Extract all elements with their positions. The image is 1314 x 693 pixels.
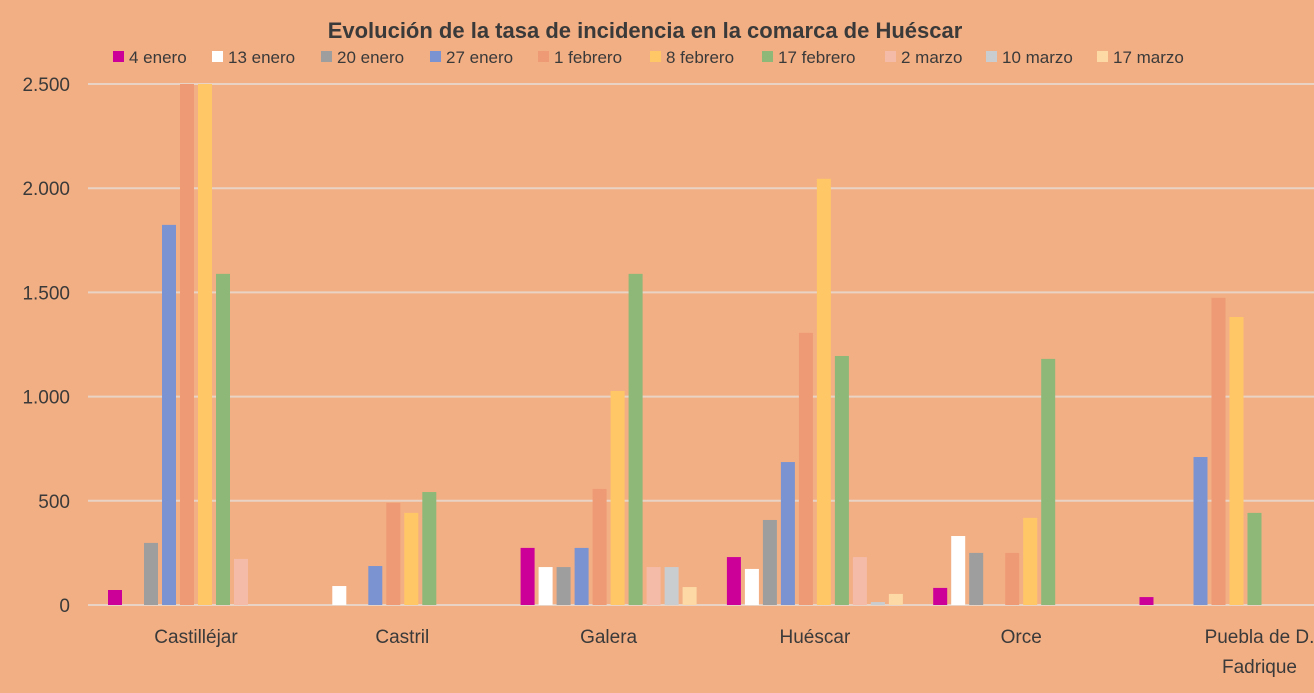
- legend-label: 10 marzo: [1002, 48, 1073, 67]
- legend-label: 27 enero: [446, 48, 513, 67]
- chart-title: Evolución de la tasa de incidencia en la…: [328, 18, 963, 43]
- legend-label: 20 enero: [337, 48, 404, 67]
- legend-swatch: [650, 51, 661, 62]
- bar-4-enero-4: [933, 587, 948, 605]
- bar-20-enero-4: [969, 552, 984, 605]
- bar-8-febrero-3: [816, 178, 831, 605]
- bar-13-enero-2: [538, 567, 553, 605]
- legend-label: 4 enero: [129, 48, 187, 67]
- bar-2-marzo-3: [852, 557, 867, 605]
- bar-27-enero-1: [368, 566, 383, 605]
- x-tick-label: Huéscar: [780, 627, 851, 648]
- legend-swatch: [538, 51, 549, 62]
- bar-10-marzo-2: [664, 567, 679, 605]
- bar-1-febrero-0: [180, 84, 194, 605]
- bar-1-febrero-5: [1211, 297, 1226, 605]
- legend-label: 17 febrero: [778, 48, 856, 67]
- bar-17-marzo-2: [682, 587, 697, 605]
- bar-17-febrero-3: [834, 355, 849, 605]
- legend-swatch: [1097, 51, 1108, 62]
- x-tick-label: Puebla de D.: [1205, 627, 1314, 648]
- bar-17-febrero-2: [628, 273, 643, 605]
- bar-8-febrero-2: [610, 390, 625, 605]
- bar-20-enero-0: [144, 542, 158, 605]
- x-tick-label: Fadrique: [1222, 657, 1297, 678]
- y-tick-label: 500: [38, 492, 70, 513]
- bar-13-enero-1: [332, 586, 347, 605]
- legend-label: 17 marzo: [1113, 48, 1184, 67]
- bar-4-enero-5: [1139, 597, 1154, 605]
- bar-17-febrero-5: [1247, 512, 1262, 605]
- x-tick-label: Orce: [1001, 627, 1042, 648]
- bar-27-enero-5: [1193, 457, 1208, 605]
- bar-8-febrero-4: [1023, 517, 1038, 605]
- bars: [108, 84, 1262, 605]
- y-tick-label: 1.500: [22, 283, 70, 304]
- bar-1-febrero-3: [798, 332, 813, 605]
- y-tick-label: 2.500: [22, 75, 70, 96]
- legend-label: 2 marzo: [901, 48, 962, 67]
- legend-swatch: [212, 51, 223, 62]
- bar-2-marzo-2: [646, 567, 661, 605]
- legend-label: 1 febrero: [554, 48, 622, 67]
- legend: 4 enero 13 enero 20 enero 27 enero 1 febrero…: [113, 48, 1184, 67]
- bar-4-enero-3: [726, 557, 741, 605]
- legend-label: 8 febrero: [666, 48, 734, 67]
- bar-8-febrero-1: [404, 512, 419, 605]
- legend-swatch: [113, 51, 124, 62]
- bar-1-febrero-1: [386, 502, 401, 605]
- bar-17-febrero-0: [216, 273, 230, 605]
- x-axis: Castilléjar Castril Galera Huéscar Orce Puebl…: [154, 627, 1314, 678]
- legend-swatch: [430, 51, 441, 62]
- bar-27-enero-3: [780, 462, 795, 605]
- x-tick-label: Castilléjar: [154, 627, 238, 648]
- y-tick-label: 2.000: [22, 179, 70, 200]
- legend-swatch: [885, 51, 896, 62]
- bar-1-febrero-4: [1005, 552, 1020, 605]
- bar-13-enero-3: [744, 568, 759, 605]
- bar-27-enero-2: [574, 547, 589, 605]
- bar-1-febrero-2: [592, 488, 607, 605]
- bar-17-febrero-1: [422, 492, 437, 605]
- legend-swatch: [986, 51, 997, 62]
- bar-4-enero-2: [520, 547, 535, 605]
- bar-2-marzo-0: [234, 558, 248, 605]
- x-tick-label: Galera: [580, 627, 637, 648]
- bar-17-marzo-3: [888, 593, 903, 605]
- legend-swatch: [762, 51, 773, 62]
- legend-swatch: [321, 51, 332, 62]
- bar-4-enero-0: [108, 589, 122, 605]
- gridlines: [88, 83, 1314, 606]
- legend-label: 13 enero: [228, 48, 295, 67]
- bar-8-febrero-0: [198, 84, 212, 605]
- y-tick-label: 1.000: [22, 388, 70, 409]
- y-axis: 0 500 1.000 1.500 2.000 2.500: [22, 75, 70, 617]
- bar-27-enero-0: [162, 224, 176, 605]
- bar-13-enero-4: [951, 536, 966, 605]
- bar-10-marzo-3: [870, 602, 885, 605]
- bar-17-febrero-4: [1041, 358, 1056, 605]
- bar-8-febrero-5: [1229, 316, 1244, 605]
- bar-20-enero-3: [762, 519, 777, 605]
- y-tick-label: 0: [59, 596, 70, 617]
- bar-20-enero-2: [556, 567, 571, 605]
- x-tick-label: Castril: [375, 627, 429, 648]
